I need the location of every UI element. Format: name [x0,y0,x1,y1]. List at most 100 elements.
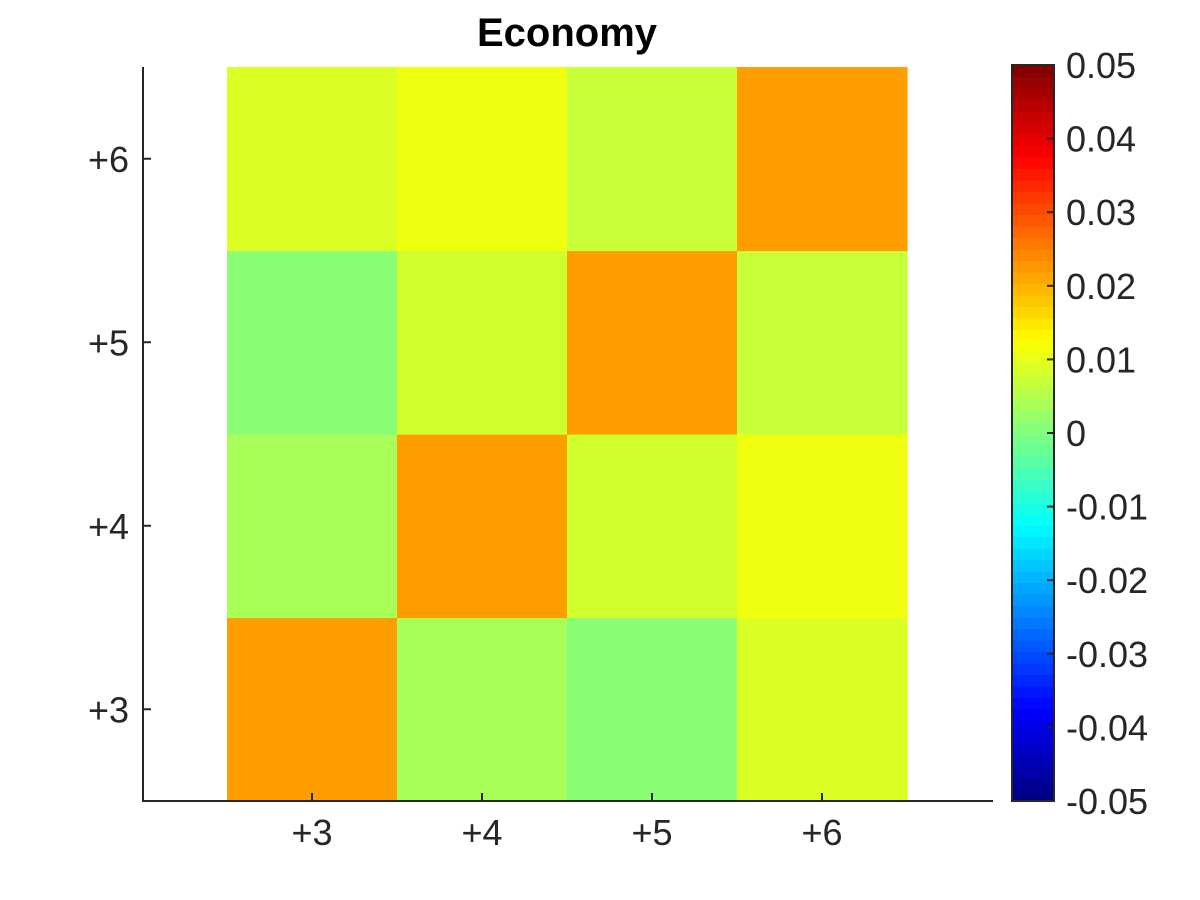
colorbar-band [1012,444,1054,457]
chart-title: Economy [477,11,658,55]
colorbar-band [1012,720,1054,733]
heatmap-cell [567,434,738,619]
heatmap-cells [227,67,908,802]
colorbar-band [1012,732,1054,745]
x-tick-label: +4 [461,812,502,853]
colorbar-band [1012,203,1054,216]
colorbar-band [1012,375,1054,388]
colorbar-tick-label: 0.02 [1066,266,1136,307]
heatmap-cell [737,67,908,252]
heatmap-cell [227,617,398,802]
y-ticks: +3 +4 +5 +6 [88,139,151,730]
colorbar-band [1012,364,1054,377]
heatmap-cell [397,67,568,252]
colorbar-band [1012,686,1054,699]
colorbar-band [1012,479,1054,492]
colorbar-band [1012,249,1054,262]
colorbar-band [1012,789,1054,802]
colorbar-band [1012,663,1054,676]
colorbar-band [1012,352,1054,365]
x-tick-label: +3 [291,812,332,853]
colorbar-tick-label: -0.05 [1066,781,1148,822]
heatmap-cell [737,250,908,435]
colorbar-band [1012,628,1054,641]
colorbar-band [1012,318,1054,331]
heatmap-cell [397,617,568,802]
colorbar-band [1012,617,1054,630]
colorbar-band [1012,145,1054,158]
y-tick-label: +6 [88,139,129,180]
colorbar-tick-label: 0.04 [1066,119,1136,160]
colorbar-band [1012,640,1054,653]
colorbar-band [1012,594,1054,607]
colorbar-band [1012,168,1054,181]
colorbar-band [1012,536,1054,549]
colorbar-tick-label: 0.05 [1066,45,1136,86]
colorbar-band [1012,651,1054,664]
heatmap-cell [227,434,398,619]
colorbar-band [1012,421,1054,434]
colorbar-band [1012,65,1054,78]
heatmap-cell [397,250,568,435]
colorbar-band [1012,697,1054,710]
heatmap-cell [227,250,398,435]
colorbar-band [1012,571,1054,584]
heatmap-cell [567,617,738,802]
colorbar-band [1012,582,1054,595]
x-tick-label: +5 [631,812,672,853]
heatmap-cell [227,67,398,252]
colorbar-band [1012,157,1054,170]
colorbar-band [1012,490,1054,503]
colorbar-tick-label: 0.03 [1066,192,1136,233]
colorbar-band [1012,306,1054,319]
colorbar-band [1012,502,1054,515]
heatmap-cell [737,434,908,619]
colorbar-band [1012,548,1054,561]
colorbar-band [1012,180,1054,193]
colorbar-band [1012,433,1054,446]
colorbar-tick-label: -0.01 [1066,487,1148,528]
colorbar-tick-label: 0 [1066,413,1086,454]
axes [142,67,993,802]
colorbar-band [1012,341,1054,354]
colorbar-band [1012,237,1054,250]
y-tick-label: +3 [88,689,129,730]
colorbar-band [1012,111,1054,124]
colorbar-tick-label: -0.03 [1066,634,1148,675]
colorbar-band [1012,456,1054,469]
colorbar-band [1012,283,1054,296]
colorbar-band [1012,410,1054,423]
colorbar: 0.05 0.04 0.03 0.02 0.01 0 -0.01 -0.02 -0.03 -0.0… [1011,45,1148,822]
colorbar-band [1012,260,1054,273]
colorbar-band [1012,272,1054,285]
colorbar-band [1012,226,1054,239]
colorbar-band [1012,329,1054,342]
heatmap-cell [567,250,738,435]
x-tick-label: +6 [801,812,842,853]
colorbar-band [1012,214,1054,227]
heatmap-cell [567,67,738,252]
colorbar-band [1012,605,1054,618]
colorbar-band [1012,467,1054,480]
colorbar-band [1012,191,1054,204]
heatmap-cell [397,434,568,619]
heatmap-cell [737,617,908,802]
colorbar-band [1012,76,1054,89]
y-tick-label: +5 [88,322,129,363]
colorbar-band [1012,743,1054,756]
colorbar-band [1012,513,1054,526]
colorbar-band [1012,134,1054,147]
colorbar-band [1012,525,1054,538]
colorbar-band [1012,778,1054,791]
colorbar-band [1012,295,1054,308]
colorbar-tick-label: -0.02 [1066,560,1148,601]
colorbar-band [1012,709,1054,722]
colorbar-band [1012,387,1054,400]
colorbar-band [1012,766,1054,779]
colorbar-band [1012,88,1054,101]
colorbar-band [1012,674,1054,687]
y-tick-label: +4 [88,506,129,547]
colorbar-band [1012,122,1054,135]
colorbar-band [1012,99,1054,112]
